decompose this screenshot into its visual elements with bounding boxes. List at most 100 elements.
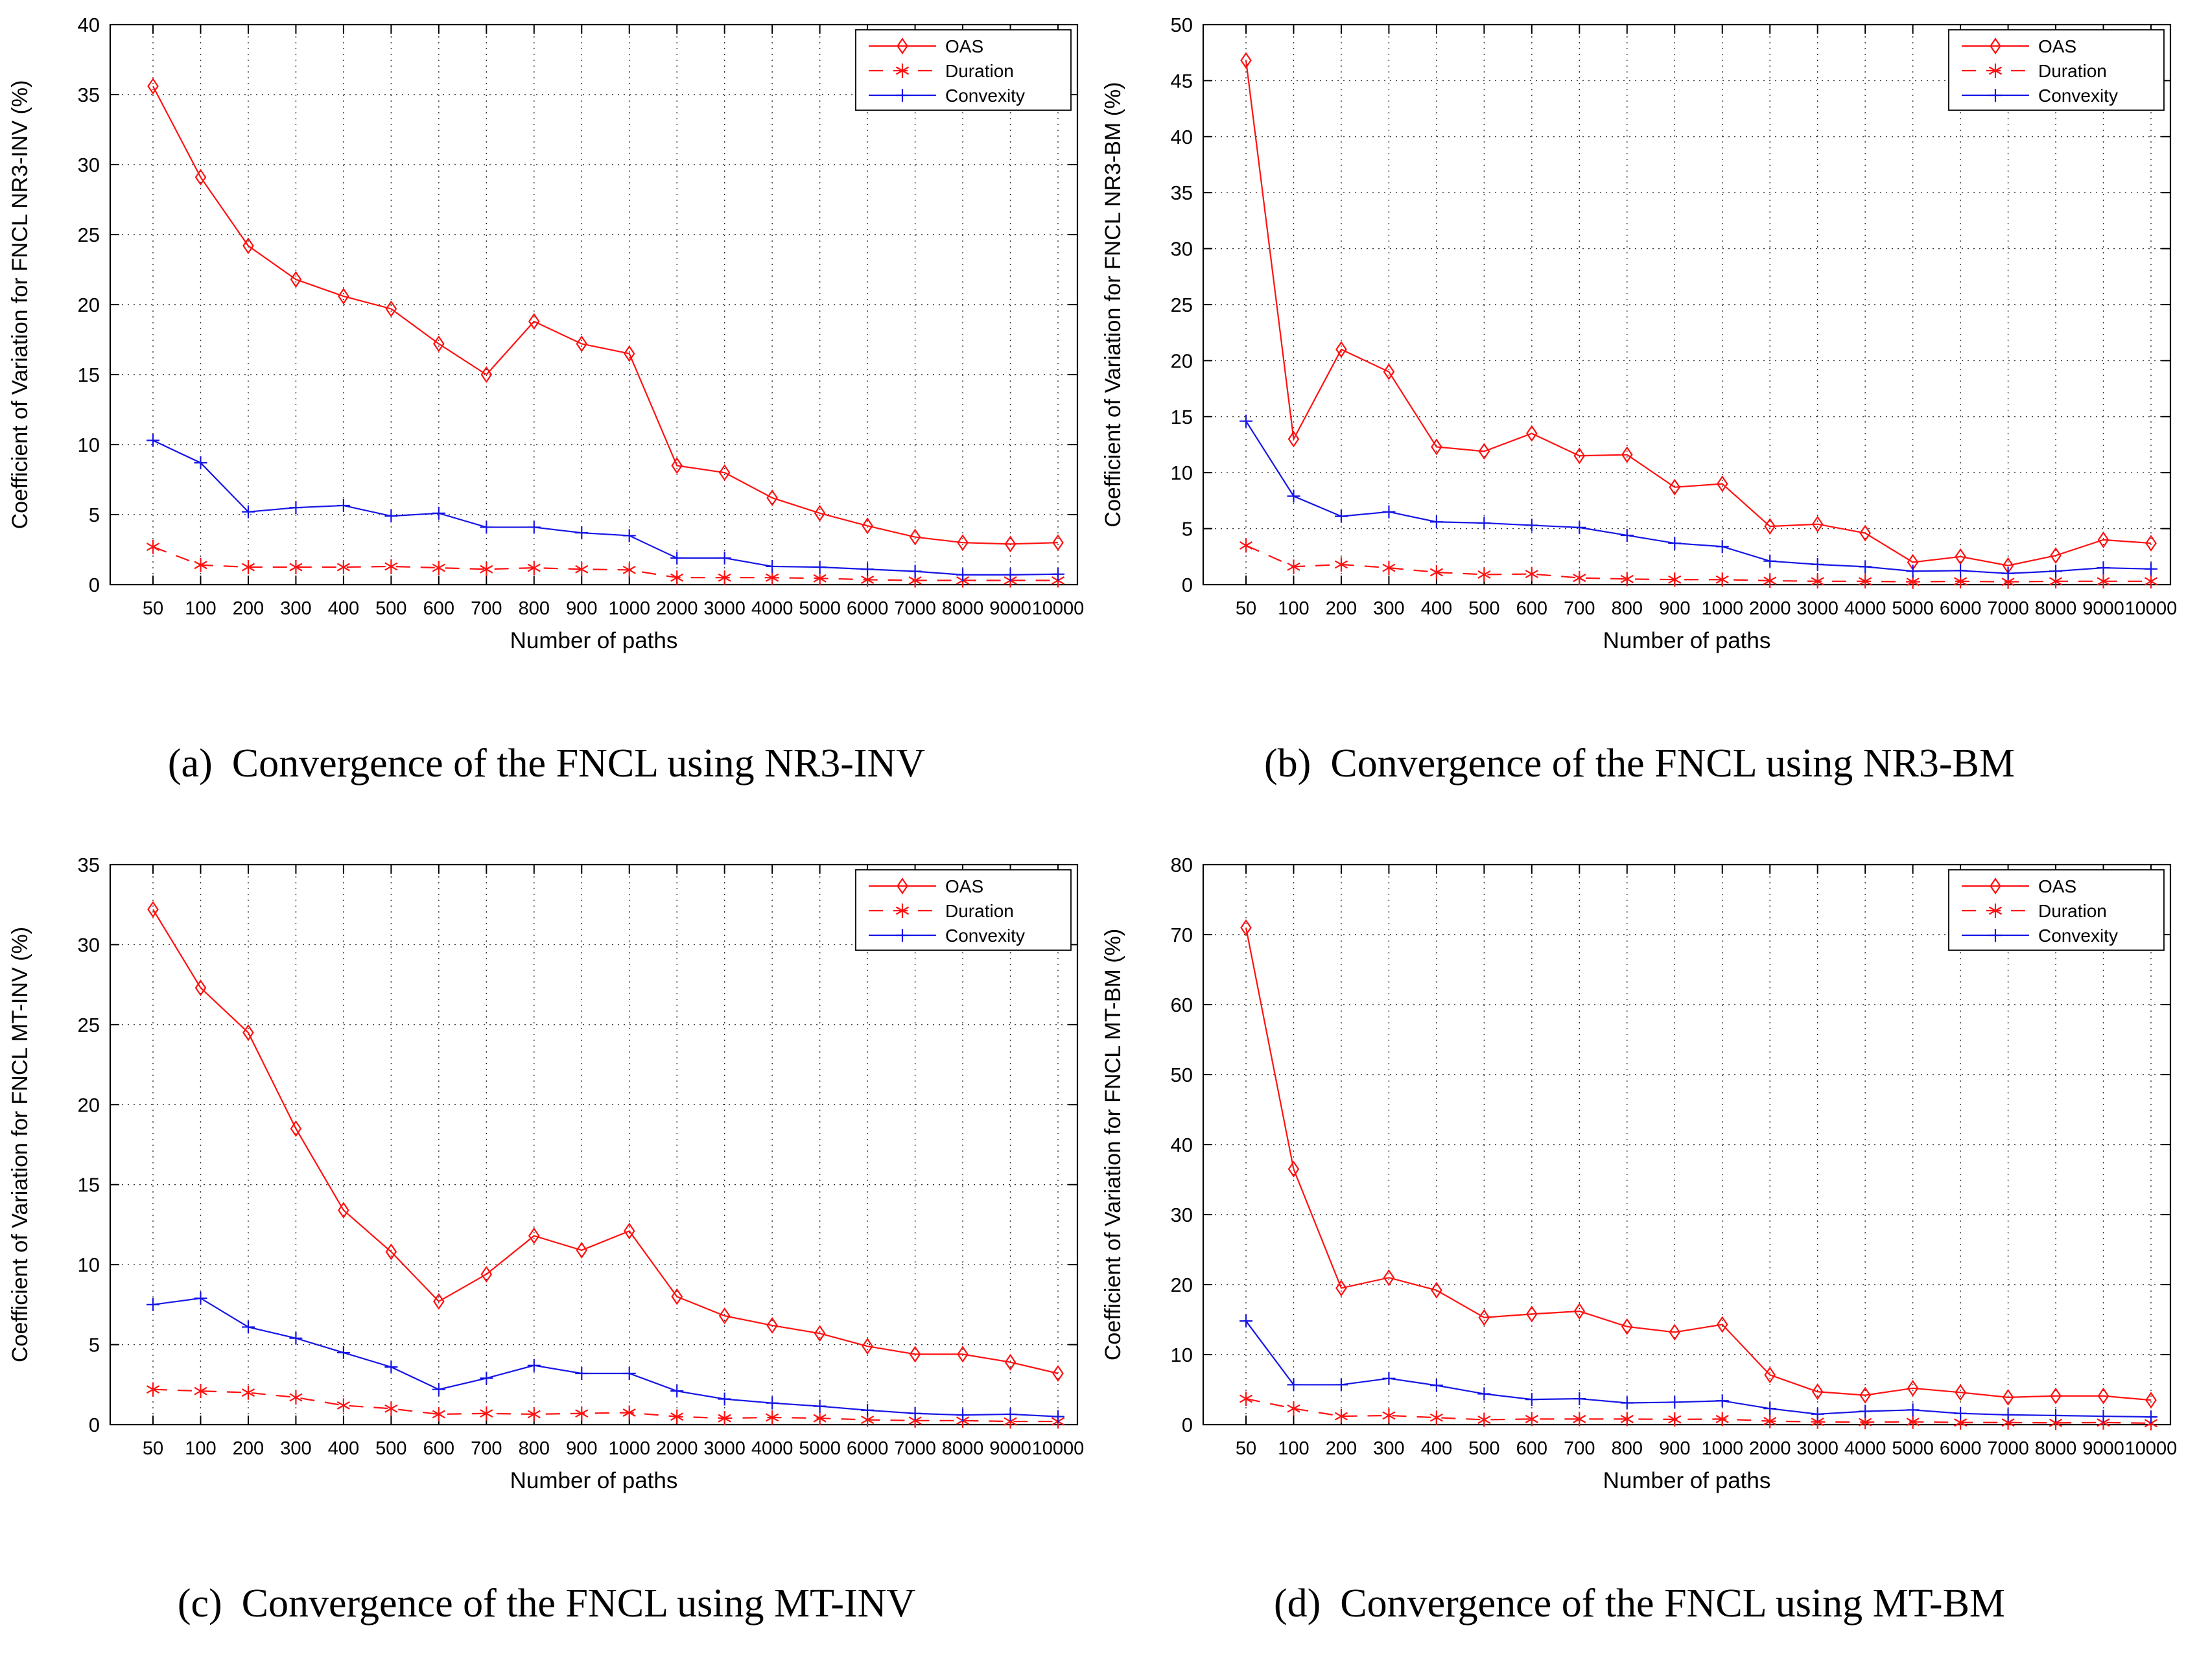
diamond-marker (290, 271, 302, 288)
x-tick-label: 200 (233, 598, 264, 619)
x-tick-label: 6000 (1940, 1438, 1982, 1459)
legend-label: OAS (2038, 36, 2076, 56)
diamond-marker (1335, 1279, 1347, 1297)
asterisk-marker (336, 1401, 350, 1410)
asterisk-marker (480, 1409, 493, 1418)
series-convexity-line (152, 1297, 1059, 1418)
legend-label: Convexity (2038, 86, 2118, 106)
asterisk-marker (1763, 576, 1777, 585)
asterisk-marker (1239, 541, 1253, 550)
x-tick-label: 600 (1516, 1438, 1547, 1459)
diamond-marker (480, 1266, 493, 1283)
y-tick-label: 40 (1171, 1134, 1193, 1156)
asterisk-marker (432, 1410, 445, 1419)
y-tick-label: 25 (78, 1014, 100, 1036)
diamond-marker (1716, 475, 1728, 493)
diamond-marker (1907, 1379, 1919, 1397)
diamond-marker (718, 464, 731, 482)
series-oas (1240, 52, 2157, 574)
legend-label: Duration (945, 61, 1014, 81)
legend-box (855, 869, 1072, 951)
legend-entry-convexity (869, 89, 936, 102)
x-tick-label: 1000 (1701, 1438, 1743, 1459)
x-tick-label: 600 (423, 598, 454, 619)
y-tick-label: 80 (1171, 854, 1193, 876)
asterisk-marker (1988, 906, 2003, 915)
x-tick-label: 9000 (2082, 1438, 2124, 1459)
series-convexity-line (1245, 1320, 2152, 1418)
diamond-marker (576, 1241, 588, 1259)
x-tick-label: 9000 (989, 1438, 1031, 1459)
series-convexity (1240, 1314, 2157, 1424)
diamond-marker (766, 1316, 778, 1334)
x-tick-label: 900 (566, 1438, 597, 1459)
diamond-marker (1811, 515, 1824, 533)
x-tick-label: 300 (1373, 598, 1404, 619)
panel-d: 0 10 20 30 40 50 60 70 80 50 100 200 300 400 500 600 700… (1093, 840, 2186, 1680)
asterisk-marker (194, 561, 207, 570)
asterisk-marker (1906, 578, 1920, 587)
x-tick-label: 7000 (1987, 1438, 2029, 1459)
asterisk-marker (1287, 1404, 1300, 1413)
diamond-marker (862, 517, 873, 535)
x-tick-label: 300 (280, 598, 311, 619)
caption-d-text: Convergence of the FNCL using MT-BM (1340, 1581, 2006, 1626)
asterisk-marker (1811, 1418, 1824, 1427)
y-tick-label: 15 (78, 364, 100, 386)
diamond-marker (814, 504, 826, 522)
asterisk-marker (1429, 568, 1443, 577)
asterisk-marker (908, 576, 922, 585)
diamond-marker (1955, 548, 1966, 565)
legend-entry-oas (1962, 878, 2029, 894)
x-tick-label: 2000 (1749, 1438, 1791, 1459)
legend-label: Duration (2038, 901, 2107, 921)
x-tick-label: 7000 (1987, 598, 2029, 619)
asterisk-marker (2001, 578, 2015, 587)
legend-label: OAS (2038, 876, 2076, 896)
asterisk-marker (895, 906, 910, 915)
x-tick-label: 50 (1236, 598, 1256, 619)
y-tick-labels: 0 5 10 15 20 25 30 35 (78, 854, 100, 1436)
asterisk-marker (2097, 577, 2110, 586)
diamond-marker (1859, 1386, 1871, 1404)
asterisk-marker (622, 565, 636, 574)
y-tick-label: 40 (1171, 126, 1193, 148)
diamond-marker (671, 457, 683, 474)
series-duration-line (152, 1388, 1058, 1423)
y-tick-label: 0 (1182, 1414, 1193, 1436)
asterisk-marker (575, 1409, 589, 1418)
x-tick-label: 2000 (656, 1438, 698, 1459)
diamond-marker (909, 1346, 921, 1363)
y-tick-labels: 0 5 10 15 20 25 30 35 40 45 50 (1171, 14, 1193, 596)
y-tick-label: 40 (78, 14, 100, 36)
legend-entry-duration (869, 64, 936, 78)
x-tick-label: 10000 (1032, 1438, 1085, 1459)
asterisk-marker (622, 1408, 636, 1417)
diamond-marker (862, 1338, 873, 1355)
x-tick-label: 9000 (2082, 598, 2124, 619)
x-tick-label: 500 (375, 1438, 406, 1459)
asterisk-marker (1429, 1413, 1443, 1422)
legend-label: Duration (945, 901, 1014, 921)
diamond-marker (290, 1120, 302, 1138)
asterisk-marker (1573, 1414, 1586, 1423)
y-tick-label: 20 (78, 294, 100, 316)
asterisk-marker (1287, 562, 1300, 571)
x-tick-label: 700 (1564, 598, 1595, 619)
diamond-marker (480, 366, 493, 383)
caption-c-text: Convergence of the FNCL using MT-INV (241, 1581, 916, 1626)
asterisk-marker (1715, 1414, 1729, 1423)
asterisk-marker (1334, 560, 1348, 569)
chart-d: 0 10 20 30 40 50 60 70 80 50 100 200 300 400 500 600 700… (1101, 854, 2177, 1493)
asterisk-marker (908, 1416, 922, 1425)
legend-box (1948, 29, 2165, 111)
diamond-marker (433, 1292, 445, 1310)
asterisk-marker (1763, 1417, 1777, 1426)
diamond-marker (1335, 341, 1347, 358)
asterisk-marker (432, 563, 445, 572)
series-oas-line (152, 909, 1059, 1375)
asterisk-marker (1573, 574, 1586, 583)
y-tick-label: 20 (1171, 349, 1193, 372)
series-duration-line (1245, 544, 2151, 583)
